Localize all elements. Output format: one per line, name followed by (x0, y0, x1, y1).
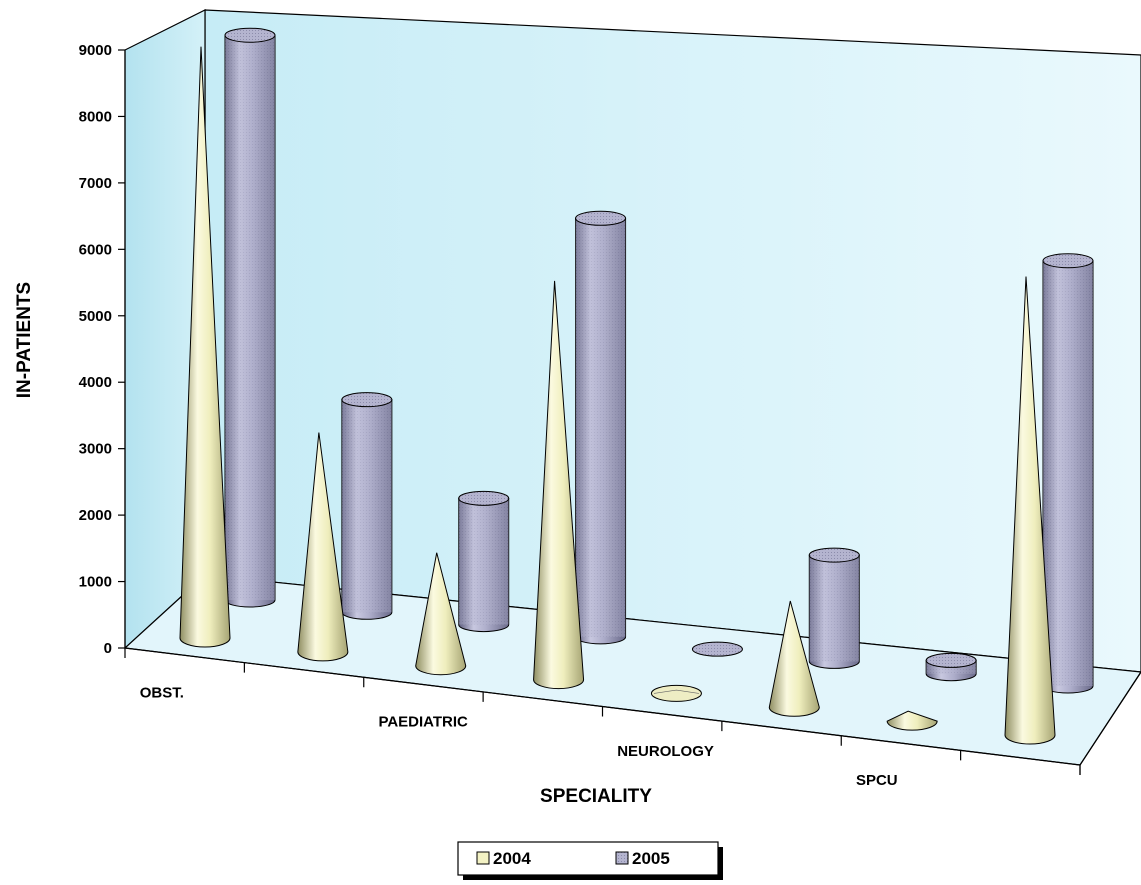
cone-2004 (179, 46, 231, 648)
cone-2004 (297, 432, 349, 662)
y-tick-label: 9000 (79, 42, 112, 59)
x-category-label: SPCU (856, 772, 898, 789)
y-tick-label: 4000 (79, 374, 112, 391)
x-category-label: NEUROLOGY (617, 743, 714, 760)
cone-2004 (533, 280, 585, 690)
y-tick-label: 1000 (79, 574, 112, 591)
y-tick-label: 3000 (79, 441, 112, 458)
cone-2004 (768, 600, 820, 717)
y-tick-label: 5000 (79, 308, 112, 325)
y-tick-label: 2000 (79, 507, 112, 524)
x-category-label: OBST. (140, 684, 184, 701)
y-tick-labels: 0 1000 2000 3000 4000 5000 6000 7000 8000 9000 (79, 42, 125, 657)
y-tick-label: 8000 (79, 108, 112, 125)
cone-2004 (415, 552, 467, 676)
cylinder-2005 (341, 392, 393, 620)
cone-2004 (650, 684, 702, 702)
legend-label-2005: 2005 (632, 849, 670, 868)
cone-2004 (1004, 276, 1056, 745)
y-axis-title: IN-PATIENTS (14, 282, 35, 398)
chart-walls (123, 9, 1141, 766)
cylinder-2005 (575, 210, 627, 645)
cylinder-2005 (1042, 253, 1094, 694)
legend-box (457, 841, 719, 876)
y-tick-label: 7000 (79, 175, 112, 192)
x-category-label: PAEDIATRIC (378, 714, 468, 731)
cylinder-2005 (808, 547, 860, 669)
cylinder-2005 (925, 652, 977, 682)
x-axis-title: SPECIALITY (540, 786, 652, 807)
cylinder-2005 (458, 490, 510, 633)
cylinder-2005 (224, 27, 276, 608)
legend-label-2004: 2004 (493, 849, 531, 868)
legend-swatch-2005 (615, 851, 629, 865)
legend: 2004 2005 (457, 841, 723, 880)
legend-swatch-2004 (476, 851, 490, 865)
x-category-labels: OBST. PAEDIATRIC NEUROLOGY SPCU (124, 648, 1081, 789)
chart-marks (179, 27, 1094, 745)
y-tick-label: 0 (104, 640, 112, 657)
cylinder-2005 (691, 641, 743, 657)
y-tick-label: 6000 (79, 241, 112, 258)
cone-2004 (886, 710, 938, 731)
